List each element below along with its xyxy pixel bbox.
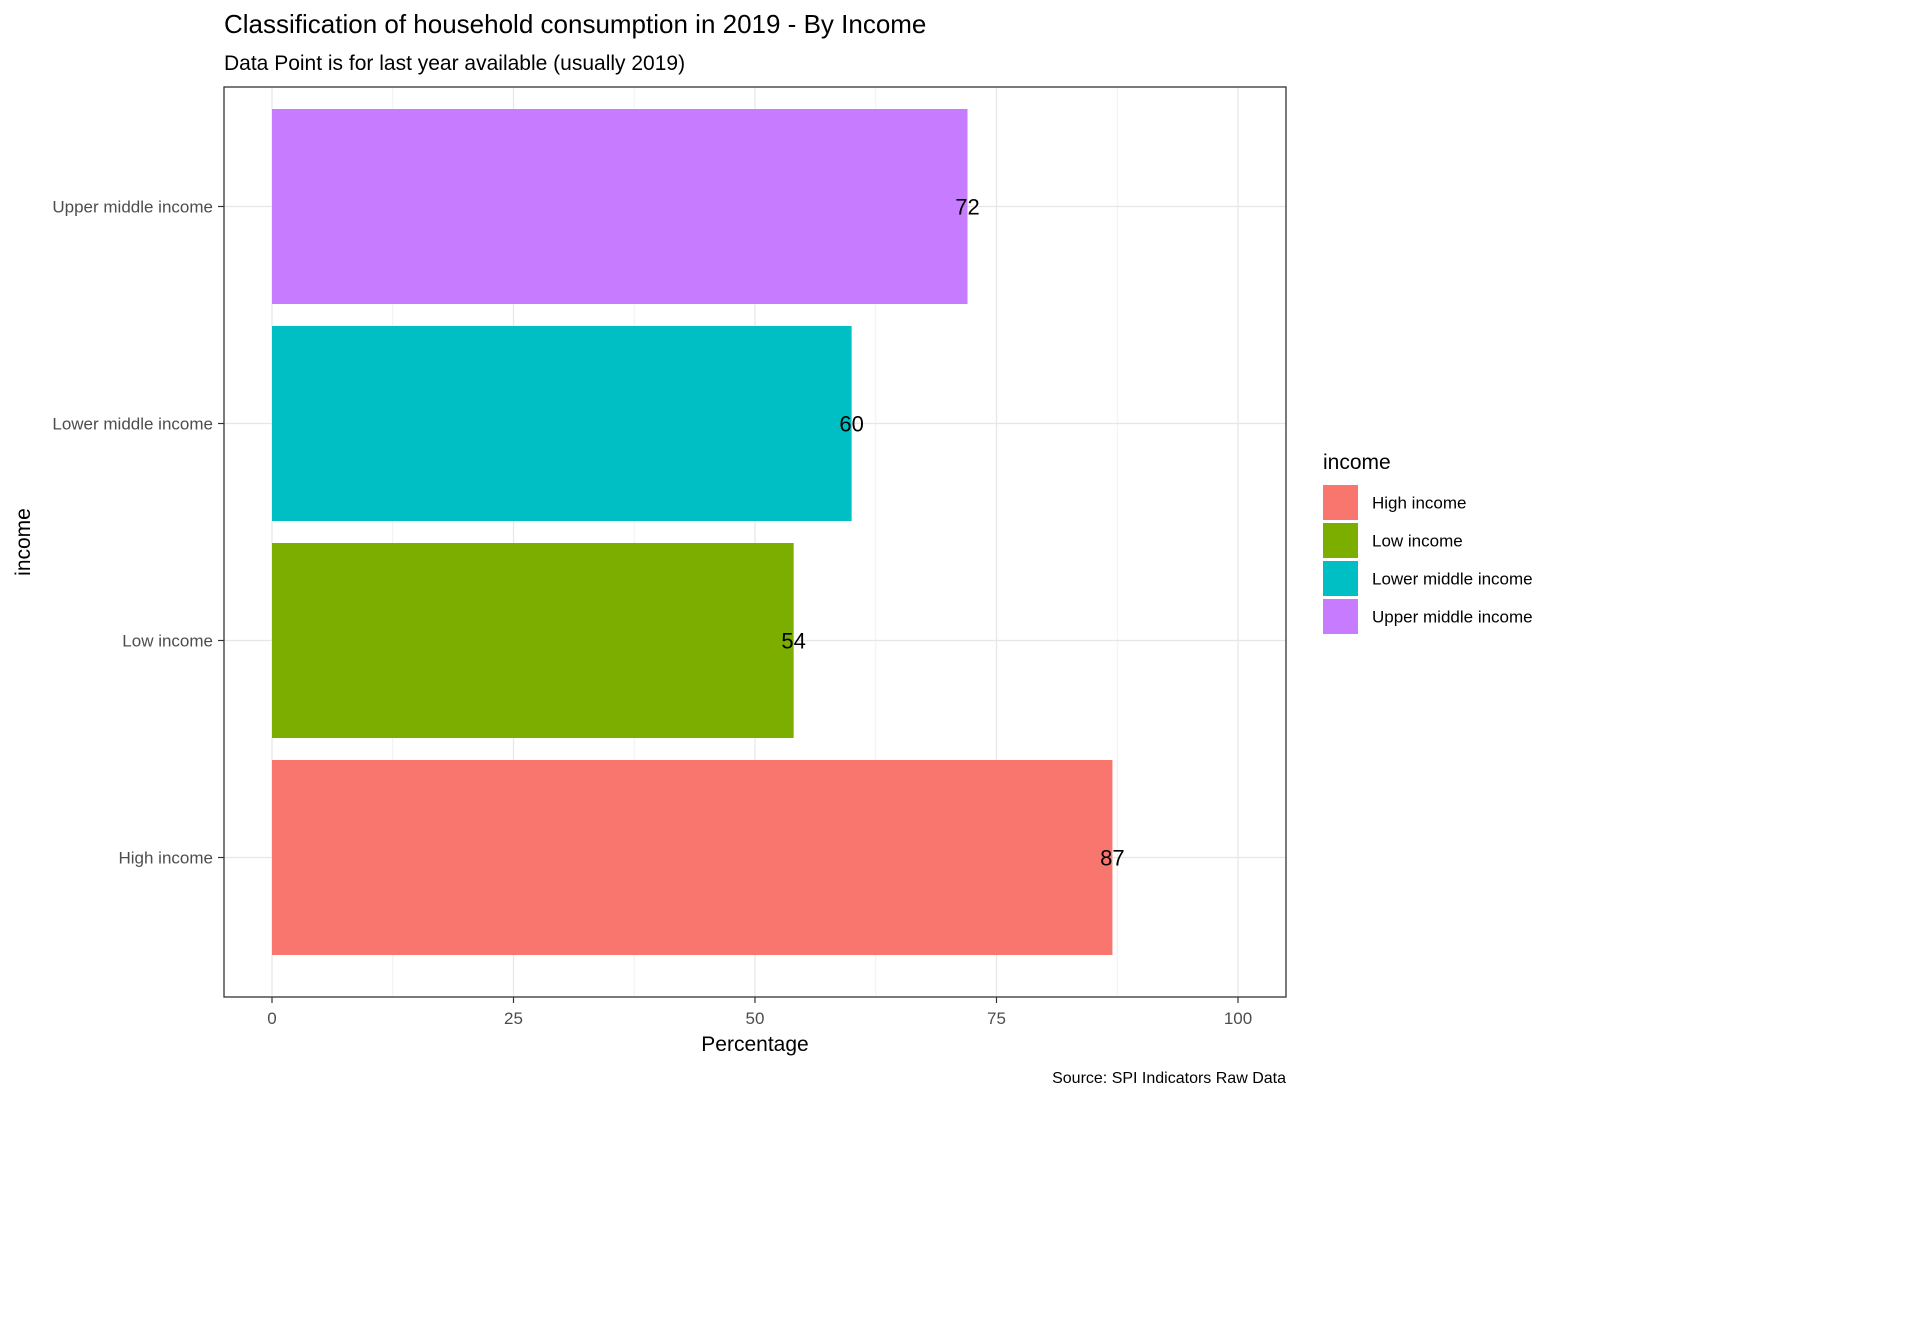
legend-swatch bbox=[1323, 561, 1358, 596]
y-tick-label: Upper middle income bbox=[52, 198, 213, 217]
x-tick-label: 75 bbox=[987, 1009, 1006, 1028]
bar-value-label: 87 bbox=[1100, 846, 1124, 871]
y-axis-title: income bbox=[12, 508, 35, 576]
bar bbox=[272, 760, 1113, 955]
chart-title: Classification of household consumption … bbox=[224, 9, 926, 39]
y-tick-label: Lower middle income bbox=[52, 415, 213, 434]
legend-label: High income bbox=[1372, 494, 1467, 513]
x-tick-label: 50 bbox=[746, 1009, 765, 1028]
legend: income High income Low income Lower middle… bbox=[1323, 451, 1533, 634]
y-tick-label: Low income bbox=[122, 632, 213, 651]
bar-value-label: 54 bbox=[781, 629, 805, 654]
legend-label: Upper middle income bbox=[1372, 608, 1533, 627]
chart-subtitle: Data Point is for last year available (u… bbox=[224, 52, 685, 75]
chart-caption: Source: SPI Indicators Raw Data bbox=[1052, 1070, 1286, 1087]
legend-swatch bbox=[1323, 485, 1358, 520]
bars bbox=[272, 109, 1113, 955]
bar bbox=[272, 543, 794, 738]
x-tick-label: 100 bbox=[1224, 1009, 1252, 1028]
x-tick-label: 0 bbox=[267, 1009, 276, 1028]
y-axis: High income Low income Lower middle income… bbox=[52, 198, 224, 868]
x-tick-label: 25 bbox=[504, 1009, 523, 1028]
legend-title: income bbox=[1323, 451, 1391, 474]
chart: Classification of household consumption … bbox=[12, 9, 1533, 1087]
bar-value-label: 60 bbox=[839, 412, 863, 437]
x-axis: 0 25 50 75 100 bbox=[267, 997, 1252, 1028]
bar-labels: 87 54 60 72 bbox=[781, 195, 1124, 871]
bar-value-label: 72 bbox=[955, 195, 979, 220]
legend-swatch bbox=[1323, 599, 1358, 634]
plot-panel: 87 54 60 72 bbox=[223, 86, 1287, 998]
y-tick-label: High income bbox=[119, 849, 214, 868]
bar bbox=[272, 109, 968, 304]
bar bbox=[272, 326, 852, 521]
x-axis-title: Percentage bbox=[701, 1033, 808, 1056]
legend-swatch bbox=[1323, 523, 1358, 558]
legend-label: Low income bbox=[1372, 532, 1463, 551]
legend-label: Lower middle income bbox=[1372, 570, 1533, 589]
